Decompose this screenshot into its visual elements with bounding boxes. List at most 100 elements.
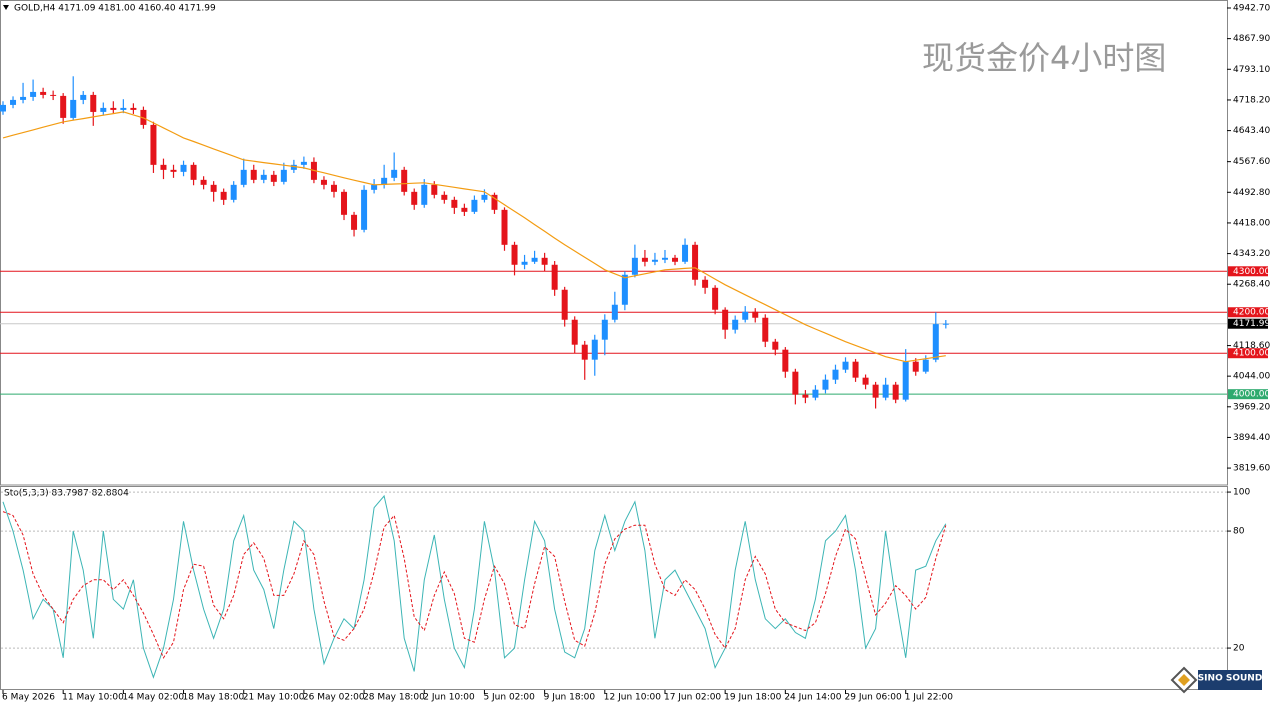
candle-body: [521, 261, 528, 265]
candle-body: [732, 319, 739, 330]
candle-body: [471, 199, 478, 212]
candle-body: [812, 389, 819, 398]
x-tick-label: 2 Jun 10:00: [423, 693, 475, 703]
candle-body: [80, 94, 87, 100]
candle-body: [872, 384, 879, 398]
candle-body: [160, 164, 167, 170]
collapse-icon[interactable]: [3, 5, 9, 10]
candle-body: [782, 349, 789, 372]
candle-body: [130, 107, 137, 110]
x-tick-label: 28 May 18:00: [363, 693, 425, 703]
candle-body: [491, 194, 498, 210]
y-tick-label: 4793.10: [1233, 65, 1270, 75]
logo: SINO SOUND: [1170, 666, 1263, 694]
candle-body: [631, 257, 638, 275]
candle-body: [772, 341, 779, 350]
indicator-line: [2, 511, 947, 659]
y-tick-label: 4268.40: [1233, 280, 1270, 290]
candle-body: [300, 161, 307, 165]
y-tick-label: 4718.20: [1233, 95, 1270, 105]
candles: [0, 76, 949, 409]
candle-body: [391, 169, 398, 178]
candle-body: [722, 309, 729, 330]
price-label-box: [1228, 307, 1268, 318]
y-tick-label: 4567.60: [1233, 157, 1270, 167]
candle-body: [692, 244, 699, 280]
x-tick-label: 6 May 2026: [2, 693, 55, 703]
indicator-title: Sto(5,3,3) 83.7987 82.8804: [4, 489, 129, 499]
candle-body: [270, 174, 277, 182]
candle-body: [832, 369, 839, 380]
candle-body: [210, 184, 217, 192]
price-label: 4000.00: [1233, 390, 1270, 400]
candle-body: [421, 184, 428, 205]
candle-body: [621, 274, 628, 305]
candle-body: [110, 107, 117, 110]
y-tick-label: 4942.70: [1233, 3, 1270, 13]
logo-box: [1198, 670, 1262, 690]
candle-body: [0, 104, 6, 112]
candle-body: [581, 344, 588, 360]
candle-body: [531, 257, 538, 262]
indicator-line: [2, 494, 947, 679]
y-tick-label: 4044.00: [1233, 372, 1270, 382]
candle-body: [40, 91, 47, 95]
logo-text: SINO SOUND: [1198, 674, 1263, 684]
price-label: 4171.99: [1233, 319, 1270, 329]
candle-body: [712, 287, 719, 310]
candle-body: [902, 361, 909, 400]
x-tick-label: 11 May 10:00: [62, 693, 124, 703]
candle-body: [862, 377, 869, 385]
candle-body: [240, 169, 247, 185]
candle-body: [361, 189, 368, 230]
x-tick-label: 14 May 02:00: [122, 693, 184, 703]
candle-body: [280, 169, 287, 182]
candle-body: [672, 257, 679, 262]
x-tick-label: 29 Jun 06:00: [845, 693, 902, 703]
x-tick-label: 9 Jun 18:00: [544, 693, 596, 703]
x-tick-label: 1 Jul 22:00: [905, 693, 954, 703]
logo-icon-inner: [1178, 674, 1190, 686]
candle-body: [641, 257, 648, 262]
x-tick-label: 24 Jun 14:00: [784, 693, 841, 703]
candle-body: [822, 379, 829, 390]
y-tick-label: 4118.60: [1233, 341, 1270, 351]
candle-body: [551, 264, 558, 290]
candle-body: [792, 371, 799, 395]
chart-title: GOLD,H4 4171.09 4181.00 4160.40 4171.99: [14, 4, 216, 14]
x-tick-label: 17 Jun 02:00: [664, 693, 721, 703]
y-tick-label: 4418.00: [1233, 218, 1270, 228]
candle-body: [762, 317, 769, 342]
price-label: 4200.00: [1233, 308, 1270, 318]
x-tick-label: 12 Jun 10:00: [604, 693, 661, 703]
watermark: 现货金价4小时图: [922, 39, 1166, 77]
candle-body: [601, 319, 608, 340]
price-label: 4100.00: [1233, 349, 1270, 359]
x-tick-label: 26 May 02:00: [303, 693, 365, 703]
candle-body: [290, 164, 297, 170]
price-label-box: [1228, 389, 1268, 400]
candle-body: [852, 361, 859, 378]
y-tick-label: 20: [1233, 644, 1245, 654]
candle-body: [60, 95, 67, 118]
candle-body: [802, 394, 809, 398]
candle-body: [381, 177, 388, 185]
candle-body: [170, 169, 177, 172]
candle-body: [661, 257, 668, 260]
candle-body: [511, 244, 518, 265]
candle-body: [742, 311, 749, 320]
candle-body: [401, 169, 408, 192]
candle-body: [330, 184, 337, 192]
candle-body: [220, 191, 227, 200]
candle-body: [50, 94, 57, 96]
candle-body: [180, 164, 187, 172]
price-label-box: [1228, 348, 1268, 359]
y-tick-label: 3969.20: [1233, 402, 1270, 412]
candle-body: [912, 361, 919, 372]
candle-body: [892, 384, 899, 400]
price-label: 4300.00: [1233, 267, 1270, 277]
y-tick-label: 3894.40: [1233, 433, 1270, 443]
candle-body: [70, 99, 77, 118]
candle-body: [481, 194, 488, 200]
